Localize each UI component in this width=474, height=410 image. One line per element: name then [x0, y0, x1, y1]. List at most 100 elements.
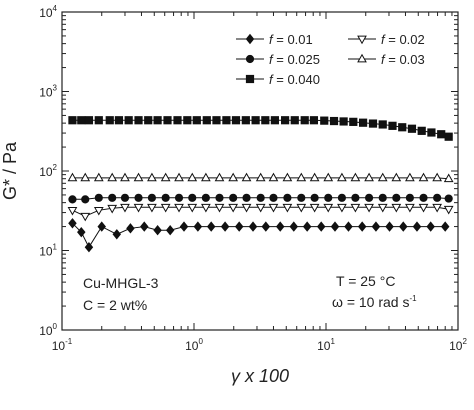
- data-point: [371, 221, 381, 232]
- x-tick-label: 102: [449, 337, 467, 353]
- data-point: [399, 221, 408, 232]
- legend-item: f = 0.040: [236, 72, 320, 87]
- data-point: [368, 119, 378, 128]
- data-point: [80, 172, 91, 182]
- data-point: [282, 203, 293, 213]
- data-point: [187, 203, 198, 213]
- data-point: [67, 206, 78, 216]
- data-point: [269, 193, 278, 202]
- data-point: [144, 116, 153, 125]
- data-point: [242, 193, 251, 202]
- legend-label: f = 0.040: [269, 72, 320, 87]
- data-point: [418, 172, 429, 182]
- data-point: [241, 203, 252, 213]
- data-point: [364, 172, 374, 182]
- data-point: [231, 116, 241, 125]
- y-tick-label: 103: [39, 84, 57, 100]
- data-point: [160, 172, 171, 182]
- data-point: [228, 203, 239, 213]
- data-point: [124, 116, 133, 125]
- frequency-annotation: ω = 10 rad s-1: [332, 294, 417, 310]
- data-point: [179, 221, 189, 232]
- data-point: [81, 195, 90, 204]
- data-point: [309, 116, 319, 125]
- data-point: [255, 172, 266, 182]
- data-point: [444, 132, 453, 141]
- data-point: [297, 193, 306, 202]
- data-point: [107, 172, 118, 182]
- data-point: [377, 203, 388, 213]
- data-point: [329, 116, 339, 126]
- series-4: [67, 172, 454, 183]
- data-point: [228, 172, 239, 182]
- x-axis-title: γ x 100: [231, 366, 289, 386]
- legend-item: f = 0.025: [236, 52, 320, 67]
- data-point: [174, 193, 184, 202]
- data-point: [302, 221, 312, 232]
- frequency-text: ω = 10 rad s: [332, 294, 409, 310]
- data-point: [268, 203, 279, 213]
- data-point: [201, 203, 211, 213]
- legend-label: f = 0.03: [381, 52, 425, 67]
- data-point: [289, 221, 299, 232]
- data-point: [443, 205, 454, 215]
- data-point: [290, 116, 299, 125]
- data-point: [388, 121, 397, 130]
- series-2: [67, 203, 454, 222]
- legend-item: f = 0.01: [236, 32, 313, 47]
- data-point: [229, 193, 238, 202]
- data-point: [337, 193, 347, 202]
- data-point: [350, 172, 361, 182]
- axis-ticks: [61, 12, 458, 331]
- data-point: [377, 172, 388, 182]
- data-point: [275, 221, 285, 232]
- data-point: [330, 221, 340, 232]
- data-point: [108, 193, 117, 202]
- data-point: [120, 193, 130, 202]
- data-point: [349, 117, 358, 126]
- data-point: [134, 193, 143, 202]
- data-point: [432, 203, 442, 213]
- data-point: [391, 203, 402, 213]
- data-point: [323, 172, 334, 182]
- data-point: [234, 221, 244, 232]
- data-point: [147, 172, 157, 182]
- data-point: [309, 172, 320, 182]
- data-point: [443, 173, 454, 183]
- y-axis-title: G* / Pa: [0, 141, 20, 200]
- data-point: [93, 172, 104, 182]
- data-point: [364, 193, 374, 202]
- data-point: [283, 193, 292, 202]
- legend-marker: [245, 74, 255, 84]
- data-point: [105, 116, 114, 125]
- data-point: [68, 195, 77, 204]
- data-point: [417, 126, 426, 135]
- legend-label: f = 0.01: [269, 32, 313, 47]
- data-point: [183, 116, 192, 125]
- data-point: [358, 118, 368, 127]
- data-point: [77, 116, 86, 125]
- data-point: [107, 204, 118, 214]
- y-tick-label: 102: [39, 163, 57, 179]
- x-tick-label: 101: [317, 337, 335, 353]
- data-point: [296, 172, 307, 182]
- data-point: [153, 225, 162, 236]
- data-point: [385, 221, 394, 232]
- data-point: [133, 203, 144, 213]
- sample-annotation: Cu-MHGL-3: [83, 275, 159, 291]
- data-point: [160, 203, 171, 213]
- data-point: [350, 203, 361, 213]
- y-tick-label: 104: [39, 4, 57, 20]
- data-point: [201, 172, 211, 182]
- data-point: [222, 116, 231, 125]
- data-point: [120, 172, 130, 182]
- data-point: [391, 172, 402, 182]
- data-point: [337, 172, 347, 182]
- data-point: [339, 117, 348, 126]
- data-point: [97, 221, 106, 232]
- data-point: [77, 226, 86, 238]
- data-point: [93, 206, 104, 216]
- data-point: [398, 123, 407, 132]
- data-point: [256, 193, 265, 202]
